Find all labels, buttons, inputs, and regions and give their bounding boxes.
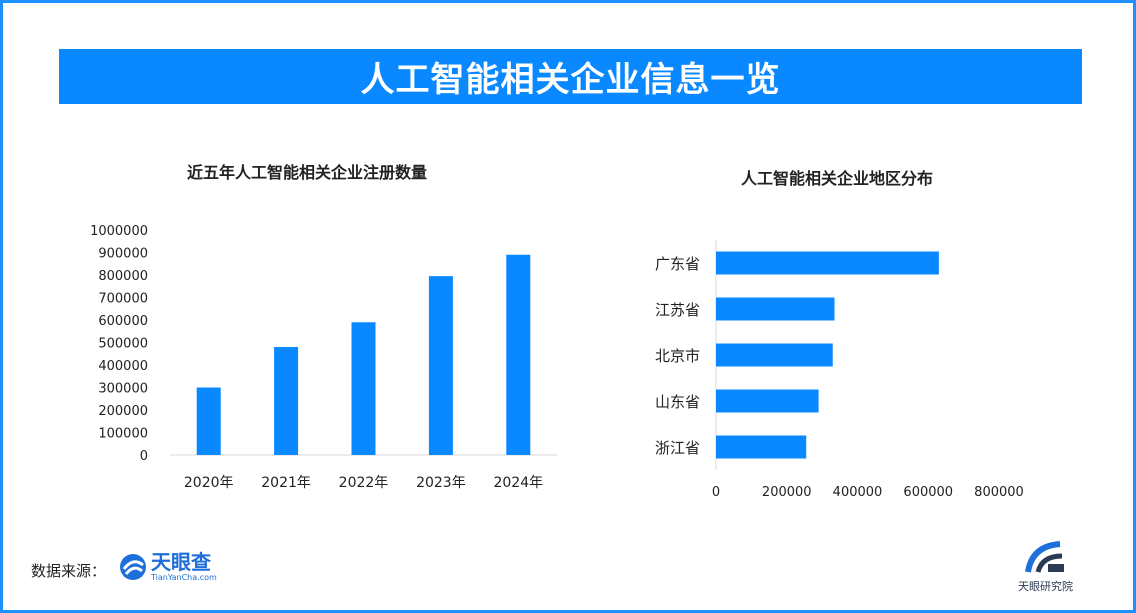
y-tick-label: 600000 [98, 314, 148, 329]
institute-logo: 天眼研究院 [1003, 538, 1088, 600]
y-tick-label: 200000 [98, 404, 148, 419]
registration-bar-chart: 0 100000 200000 300000 400000 500000 600000 700… [90, 224, 557, 491]
hbar-chart-title: 人工智能相关企业地区分布 [741, 169, 934, 188]
y-tick-label: 300000 [98, 382, 148, 397]
institute-name: 天眼研究院 [1018, 580, 1073, 593]
bar [506, 254, 531, 455]
bar [716, 251, 939, 275]
page-title: 人工智能相关企业信息一览 [360, 60, 781, 100]
y-tick-label: 900000 [98, 247, 148, 262]
tianyancha-logo: 天眼查 TianYanCha.com [119, 551, 217, 583]
x-tick-label: 800000 [974, 485, 1024, 500]
x-tick-label: 2022年 [339, 475, 389, 491]
x-tick-label: 600000 [903, 485, 953, 500]
y-tick-label: 江苏省 [655, 301, 700, 319]
bar [716, 389, 819, 413]
bar-chart-title: 近五年人工智能相关企业注册数量 [187, 163, 428, 182]
bar [716, 435, 807, 459]
logo-domain: TianYanCha.com [151, 573, 217, 582]
source-label: 数据来源： [31, 562, 107, 580]
x-tick-label: 2021年 [261, 475, 311, 491]
bar [716, 297, 835, 321]
y-tick-label: 0 [140, 449, 148, 464]
y-tick-label: 400000 [98, 359, 148, 374]
x-tick-label: 200000 [762, 485, 812, 500]
y-tick-label: 100000 [98, 427, 148, 442]
y-tick-label: 700000 [98, 292, 148, 307]
tianyancha-logo-icon [120, 554, 146, 580]
y-tick-label: 北京市 [655, 347, 700, 365]
bar [274, 347, 299, 455]
y-tick-label: 800000 [98, 269, 148, 284]
y-tick-label: 山东省 [655, 393, 700, 411]
y-tick-label: 浙江省 [655, 439, 700, 457]
y-tick-label: 500000 [98, 337, 148, 352]
x-tick-label: 400000 [833, 485, 883, 500]
x-tick-label: 2020年 [184, 475, 234, 491]
title-banner: 人工智能相关企业信息一览 [59, 49, 1082, 104]
bar [196, 387, 221, 455]
bar [428, 276, 453, 455]
y-tick-label: 广东省 [655, 255, 700, 273]
x-tick-label: 2024年 [493, 475, 543, 491]
bar [716, 343, 833, 367]
x-tick-label: 2023年 [416, 475, 466, 491]
y-tick-label: 1000000 [90, 224, 148, 239]
logo-name: 天眼查 [151, 550, 211, 574]
bar [351, 322, 376, 455]
x-tick-label: 0 [712, 485, 720, 500]
tianyancha-institute-logo-icon [1024, 541, 1064, 573]
